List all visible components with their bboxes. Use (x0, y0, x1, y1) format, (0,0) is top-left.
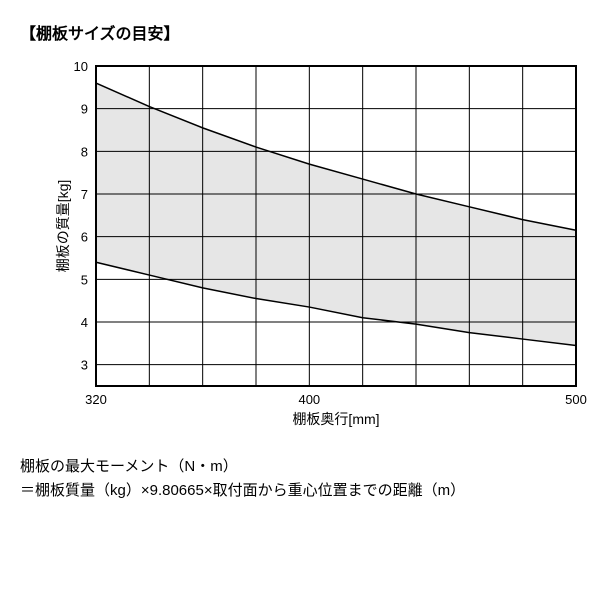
svg-text:500: 500 (565, 392, 587, 407)
svg-text:8: 8 (81, 144, 88, 159)
svg-text:7: 7 (81, 187, 88, 202)
svg-text:棚板奥行[mm]: 棚板奥行[mm] (292, 411, 379, 427)
svg-text:10: 10 (74, 59, 88, 74)
svg-text:320: 320 (85, 392, 107, 407)
svg-text:3: 3 (81, 358, 88, 373)
svg-text:棚板の質量[kg]: 棚板の質量[kg] (55, 180, 71, 273)
footer-text: 棚板の最大モーメント（N・m） ＝棚板質量（kg）×9.80665×取付面から重… (20, 455, 580, 503)
chart-title: 【棚板サイズの目安】 (20, 20, 580, 44)
footer-line-1: 棚板の最大モーメント（N・m） (20, 455, 580, 479)
svg-text:6: 6 (81, 230, 88, 245)
shelf-chart: 320400500345678910棚板奥行[mm]棚板の質量[kg] (60, 56, 586, 430)
chart-container: 320400500345678910棚板奥行[mm]棚板の質量[kg] (60, 56, 580, 435)
svg-text:9: 9 (81, 102, 88, 117)
footer-line-2: ＝棚板質量（kg）×9.80665×取付面から重心位置までの距離（m） (20, 479, 580, 503)
svg-text:400: 400 (298, 392, 320, 407)
svg-text:5: 5 (81, 272, 88, 287)
svg-text:4: 4 (81, 315, 88, 330)
